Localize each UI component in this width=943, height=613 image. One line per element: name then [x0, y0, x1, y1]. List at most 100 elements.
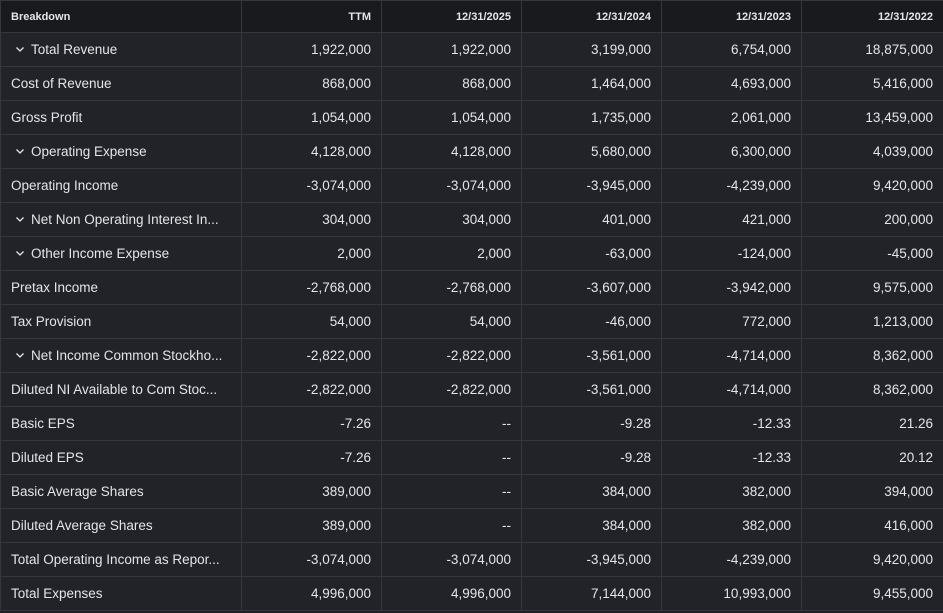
value-cell: 1,922,000 — [381, 32, 522, 67]
value-cell: -2,822,000 — [241, 338, 382, 373]
value-cell: 401,000 — [521, 202, 662, 237]
value-cell: 1,922,000 — [241, 32, 382, 67]
value-cell: 6,300,000 — [661, 134, 802, 169]
expand-chevron[interactable] — [15, 44, 25, 54]
value-cell: 384,000 — [521, 508, 662, 543]
value-cell: -7.26 — [241, 440, 382, 475]
header-row: Breakdown TTM 12/31/2025 12/31/2024 12/31/20… — [0, 0, 943, 33]
table-row: Tax Provision 54,000 54,000 -46,000 772,000 1… — [0, 304, 943, 339]
value-cell: -63,000 — [521, 236, 662, 271]
value-cell: 416,000 — [801, 508, 943, 543]
row-label[interactable]: Net Non Operating Interest In... — [31, 211, 219, 227]
value-cell: 4,693,000 — [661, 66, 802, 101]
row-label-wrap: Operating Expense — [11, 144, 147, 159]
table-row: Basic EPS -7.26 -- -9.28 -12.33 21.26 — [0, 406, 943, 441]
row-label-wrap: Operating Income — [11, 178, 118, 193]
value-cell: -3,607,000 — [521, 270, 662, 305]
value-cell: 4,128,000 — [381, 134, 522, 169]
row-label[interactable]: Total Revenue — [31, 41, 118, 57]
table-row: Pretax Income -2,768,000 -2,768,000 -3,607,… — [0, 270, 943, 305]
row-label[interactable]: Net Income Common Stockho... — [31, 347, 223, 363]
value-cell: -4,714,000 — [661, 338, 802, 373]
value-cell: 9,420,000 — [801, 168, 943, 203]
value-cell: 1,735,000 — [521, 100, 662, 135]
row-label: Diluted NI Available to Com Stoc... — [11, 382, 218, 397]
value-cell: -3,945,000 — [521, 168, 662, 203]
expand-chevron[interactable] — [15, 248, 25, 258]
chevron-icon — [16, 149, 24, 155]
table-body: Total Revenue 1,922,000 1,922,000 3,199,000… — [0, 32, 943, 611]
value-cell: -3,074,000 — [381, 542, 522, 577]
table-row: Total Operating Income as Repor... -3,074… — [0, 542, 943, 577]
row-label: Total Expenses — [11, 586, 103, 601]
row-label-cell: Operating Income — [0, 168, 242, 203]
value-cell: 9,575,000 — [801, 270, 943, 305]
value-cell: 868,000 — [381, 66, 522, 101]
table-row: Total Revenue 1,922,000 1,922,000 3,199,000… — [0, 32, 943, 67]
row-label: Gross Profit — [11, 110, 83, 125]
value-cell: 8,362,000 — [801, 338, 943, 373]
row-label-cell: Gross Profit — [0, 100, 242, 135]
value-cell: -9.28 — [521, 406, 662, 441]
row-label-wrap: Diluted NI Available to Com Stoc... — [11, 382, 217, 397]
table-row: Operating Income -3,074,000 -3,074,000 -3,9… — [0, 168, 943, 203]
row-label[interactable]: Operating Expense — [31, 143, 147, 159]
value-cell: 8,362,000 — [801, 372, 943, 407]
expand-chevron[interactable] — [15, 350, 25, 360]
value-cell: 772,000 — [661, 304, 802, 339]
value-cell: 54,000 — [241, 304, 382, 339]
value-cell: 384,000 — [521, 474, 662, 509]
value-cell: -4,239,000 — [661, 542, 802, 577]
value-cell: -4,239,000 — [661, 168, 802, 203]
value-cell: 5,680,000 — [521, 134, 662, 169]
row-label: Basic EPS — [11, 416, 75, 431]
value-cell: 304,000 — [381, 202, 522, 237]
row-label: Operating Income — [11, 178, 119, 193]
value-cell: -- — [381, 440, 522, 475]
row-label-wrap: Cost of Revenue — [11, 76, 112, 91]
value-cell: -3,945,000 — [521, 542, 662, 577]
value-cell: 4,996,000 — [241, 576, 382, 611]
table-row: Net Non Operating Interest In... 304,000 3… — [0, 202, 943, 237]
column-header: 12/31/2023 — [661, 0, 802, 33]
row-label-wrap: Diluted Average Shares — [11, 518, 153, 533]
row-label-cell: Operating Expense — [0, 134, 242, 169]
row-label-cell: Pretax Income — [0, 270, 242, 305]
value-cell: -9.28 — [521, 440, 662, 475]
value-cell: -3,942,000 — [661, 270, 802, 305]
value-cell: 2,000 — [381, 236, 522, 271]
row-label-cell: Net Income Common Stockho... — [0, 338, 242, 373]
row-label-wrap: Gross Profit — [11, 110, 82, 125]
table-row: Gross Profit 1,054,000 1,054,000 1,735,000 2… — [0, 100, 943, 135]
row-label-cell: Total Revenue — [0, 32, 242, 67]
value-cell: 21.26 — [801, 406, 943, 441]
expand-chevron[interactable] — [15, 214, 25, 224]
value-cell: -3,074,000 — [241, 542, 382, 577]
value-cell: 9,420,000 — [801, 542, 943, 577]
value-cell: 4,996,000 — [381, 576, 522, 611]
expand-chevron[interactable] — [15, 146, 25, 156]
value-cell: 1,054,000 — [381, 100, 522, 135]
value-cell: -3,561,000 — [521, 338, 662, 373]
value-cell: -124,000 — [661, 236, 802, 271]
value-cell: 4,039,000 — [801, 134, 943, 169]
row-label[interactable]: Other Income Expense — [31, 245, 170, 261]
row-label-cell: Diluted EPS — [0, 440, 242, 475]
row-label-wrap: Net Non Operating Interest In... — [11, 212, 219, 227]
table-row: Cost of Revenue 868,000 868,000 1,464,000 4,… — [0, 66, 943, 101]
row-label-cell: Total Operating Income as Repor... — [0, 542, 242, 577]
table-row: Basic Average Shares 389,000 -- 384,000 382,… — [0, 474, 943, 509]
row-label-cell: Cost of Revenue — [0, 66, 242, 101]
chevron-icon — [16, 217, 24, 223]
value-cell: -7.26 — [241, 406, 382, 441]
row-label-cell: Total Expenses — [0, 576, 242, 611]
value-cell: 1,213,000 — [801, 304, 943, 339]
column-header: Breakdown — [0, 0, 242, 33]
value-cell: -2,822,000 — [241, 372, 382, 407]
row-label-wrap: Net Income Common Stockho... — [11, 348, 222, 363]
value-cell: 6,754,000 — [661, 32, 802, 67]
table-row: Diluted Average Shares 389,000 -- 384,000 38… — [0, 508, 943, 543]
row-label-wrap: Total Revenue — [11, 42, 117, 57]
column-header: TTM — [241, 0, 382, 33]
